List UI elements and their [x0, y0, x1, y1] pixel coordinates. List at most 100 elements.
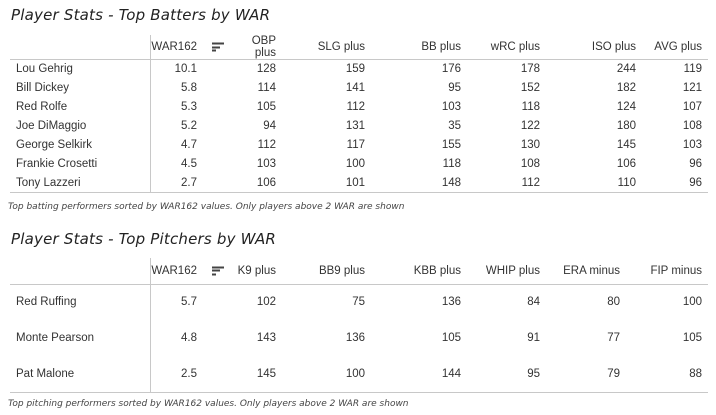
- stat-cell: 144: [371, 356, 467, 393]
- stat-cell: 5.3: [181, 101, 197, 113]
- column-header-slg-plus[interactable]: SLG plus: [282, 35, 371, 60]
- stat-cell: 91: [527, 332, 540, 344]
- column-header-obp-plus[interactable]: OBP plus: [230, 35, 282, 60]
- column-header-whip-plus[interactable]: WHIP plus: [467, 258, 546, 285]
- stat-cell: 143: [256, 332, 276, 344]
- stat-cell: 148: [371, 173, 467, 193]
- table-row[interactable]: Pat Malone 2.5 145 100 144 95 79 88: [10, 356, 708, 393]
- table-row[interactable]: Frankie Crosetti 4.5 103 100 118 108 106 96: [10, 154, 708, 174]
- stat-cell: 118: [442, 158, 461, 170]
- stat-cell: 100: [682, 296, 702, 309]
- column-header-label: SLG plus: [317, 41, 365, 53]
- column-header-k9-plus[interactable]: K9 plus: [230, 258, 282, 285]
- column-header-label: WAR162: [151, 264, 197, 277]
- table-row[interactable]: Monte Pearson 4.8 143 136 105 91 77 105: [10, 320, 708, 356]
- column-header-label: K9 plus: [237, 264, 276, 277]
- stat-cell: 106: [230, 173, 282, 193]
- stat-cell: 131: [345, 120, 365, 132]
- column-header-label: BB9 plus: [318, 264, 365, 277]
- stat-cell: 94: [263, 120, 276, 132]
- player-name: Tony Lazzeri: [10, 173, 151, 193]
- stat-cell: 122: [520, 120, 540, 132]
- sort-descending-icon[interactable]: [212, 266, 224, 276]
- column-header-avg-plus[interactable]: AVG plus: [642, 35, 708, 60]
- stat-cell: 145: [230, 356, 282, 393]
- stat-cell: 110: [546, 173, 642, 193]
- stat-cell: 105: [256, 101, 276, 113]
- batters-table: WAR162 OBP plus SLG plus BB plus wRC plus ISO…: [10, 35, 708, 193]
- pitchers-table: WAR162 K9 plus BB9 plus KBB plus WHIP plus ER…: [10, 258, 708, 393]
- player-name: Frankie Crosetti: [10, 154, 151, 174]
- column-header-war162[interactable]: WAR162: [150, 258, 230, 285]
- table-row[interactable]: Joe DiMaggio 5.2 94 131 35 122 180 108: [10, 116, 708, 136]
- column-header-bb-plus[interactable]: BB plus: [371, 35, 467, 60]
- stat-cell: 244: [616, 63, 636, 76]
- stat-cell: 106: [616, 158, 636, 170]
- stat-cell: 121: [682, 82, 702, 94]
- batters-caption: Top batting performers sorted by WAR162 …: [8, 202, 405, 212]
- header-row: WAR162 K9 plus BB9 plus KBB plus WHIP plus ER…: [10, 258, 708, 285]
- pitchers-caption: Top pitching performers sorted by WAR162…: [8, 399, 409, 409]
- stat-cell: 112: [257, 139, 276, 151]
- column-header-label: ERA minus: [563, 264, 620, 277]
- stat-cell: 180: [616, 120, 636, 132]
- stat-cell: 128: [256, 63, 276, 76]
- stat-cell: 79: [546, 356, 626, 393]
- stat-cell: 118: [521, 101, 540, 113]
- column-header-label: WHIP plus: [485, 264, 540, 277]
- stat-cell: 105: [682, 332, 702, 344]
- table-row[interactable]: Red Ruffing 5.7 102 75 136 84 80 100: [10, 284, 708, 320]
- sort-descending-icon[interactable]: [212, 42, 224, 52]
- stat-cell: 4.7: [181, 139, 197, 151]
- stat-cell: 103: [682, 139, 702, 151]
- header-row: WAR162 OBP plus SLG plus BB plus wRC plus ISO…: [10, 35, 708, 60]
- stat-cell: 117: [346, 139, 365, 151]
- column-header-iso-plus[interactable]: ISO plus: [546, 35, 642, 60]
- stat-cell: 5.7: [181, 296, 197, 309]
- table-row[interactable]: Red Rolfe 5.3 105 112 103 118 124 107: [10, 97, 708, 117]
- stat-cell: 96: [689, 158, 702, 170]
- stat-cell: 107: [682, 101, 702, 113]
- column-header-label: OBP plus: [251, 35, 276, 59]
- table-row[interactable]: George Selkirk 4.7 112 117 155 130 145 103: [10, 135, 708, 155]
- stat-cell: 159: [345, 63, 365, 76]
- stat-cell: 2.7: [150, 173, 230, 193]
- stat-cell: 152: [520, 82, 540, 94]
- batters-title: Player Stats - Top Batters by WAR: [11, 6, 271, 24]
- stat-cell: 10.1: [174, 63, 197, 76]
- stat-cell: 101: [282, 173, 371, 193]
- stat-cell: 35: [448, 120, 461, 132]
- column-header-era-minus[interactable]: ERA minus: [546, 258, 626, 285]
- stat-cell: 80: [607, 296, 620, 309]
- stat-cell: 5.8: [181, 82, 197, 94]
- stat-cell: 176: [441, 63, 461, 76]
- stat-cell: 5.2: [181, 120, 197, 132]
- column-header-kbb-plus[interactable]: KBB plus: [371, 258, 467, 285]
- pitchers-title: Player Stats - Top Pitchers by WAR: [11, 230, 277, 248]
- player-name: George Selkirk: [10, 135, 151, 155]
- stat-cell: 103: [441, 101, 461, 113]
- player-name: Red Rolfe: [10, 97, 151, 117]
- table-row[interactable]: Lou Gehrig 10.1 128 159 176 178 244 119: [10, 59, 708, 79]
- stat-cell: 108: [682, 120, 702, 132]
- stat-cell: 182: [616, 82, 636, 94]
- stat-cell: 141: [345, 82, 365, 94]
- stat-cell: 88: [626, 356, 708, 393]
- stat-cell: 102: [256, 296, 276, 309]
- player-name: Joe DiMaggio: [10, 116, 151, 136]
- column-header-label: KBB plus: [413, 264, 461, 277]
- stat-cell: 145: [616, 139, 636, 151]
- column-header-fip-minus[interactable]: FIP minus: [626, 258, 708, 285]
- column-header-wrc-plus[interactable]: wRC plus: [467, 35, 546, 60]
- stat-cell: 2.5: [150, 356, 230, 393]
- stat-cell: 100: [282, 356, 371, 393]
- stat-cell: 136: [441, 296, 461, 309]
- stat-cell: 114: [257, 82, 276, 94]
- player-name: Bill Dickey: [10, 78, 151, 98]
- column-header-bb9-plus[interactable]: BB9 plus: [282, 258, 371, 285]
- player-name: Monte Pearson: [10, 320, 151, 356]
- table-row[interactable]: Tony Lazzeri 2.7 106 101 148 112 110 96: [10, 173, 708, 193]
- table-row[interactable]: Bill Dickey 5.8 114 141 95 152 182 121: [10, 78, 708, 98]
- column-header-war162[interactable]: WAR162: [150, 35, 230, 60]
- stat-cell: 112: [467, 173, 546, 193]
